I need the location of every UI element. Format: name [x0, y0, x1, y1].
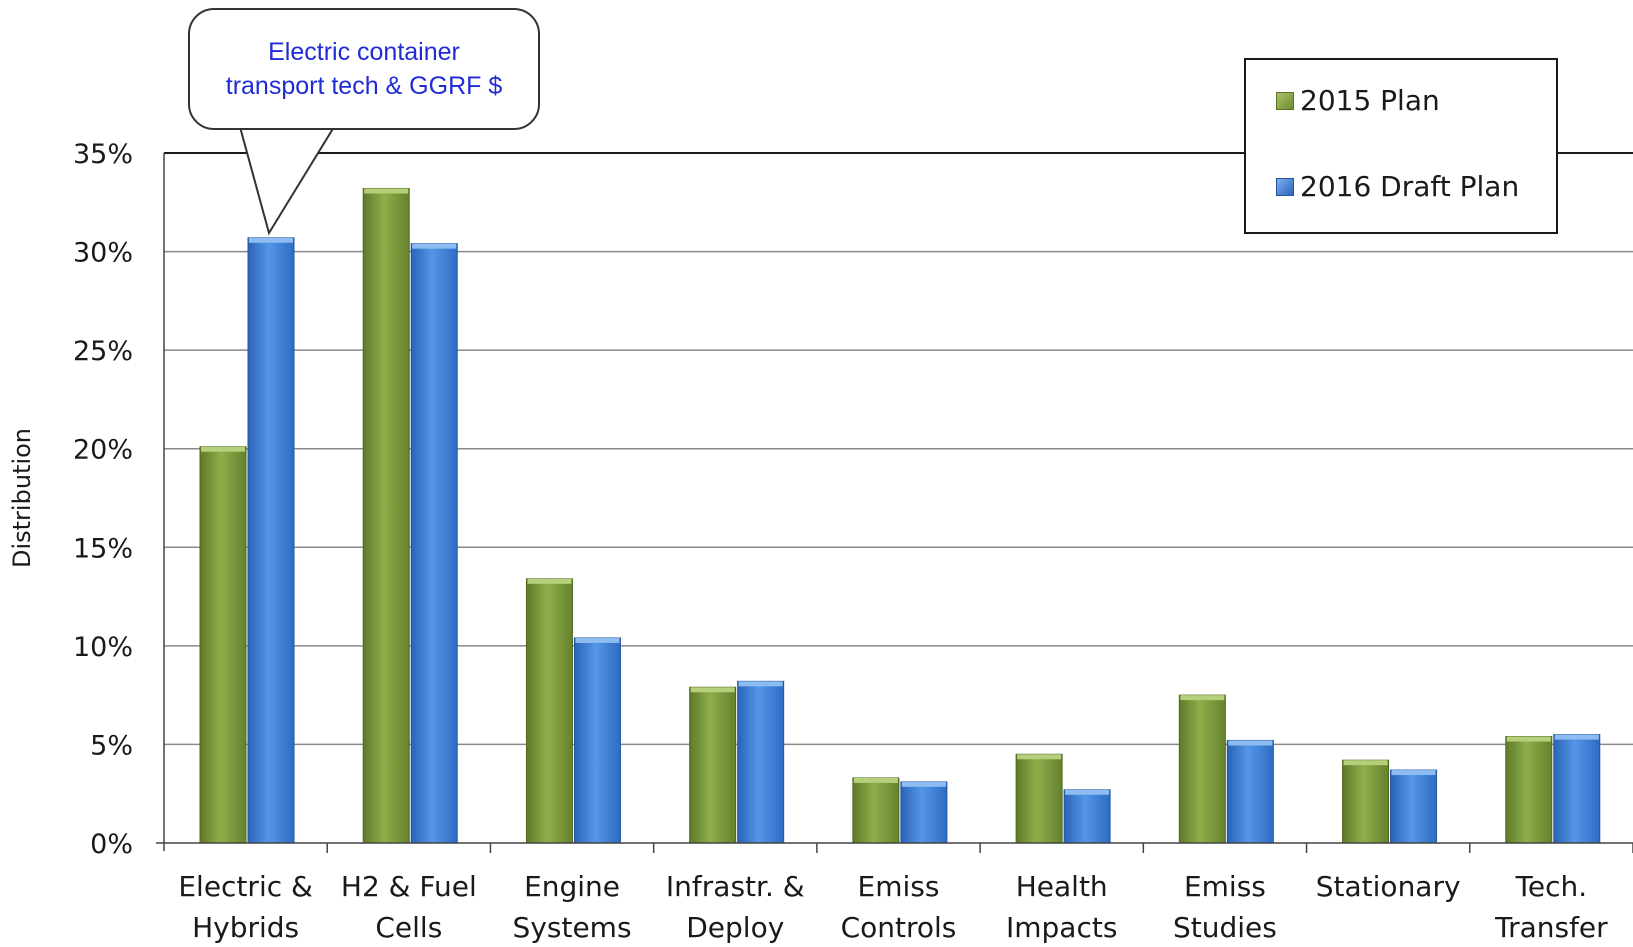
x-category-label: Emiss: [1184, 870, 1266, 903]
x-category-label: Engine: [524, 870, 620, 903]
bar-top-highlight: [1065, 789, 1110, 795]
x-category-label: Infrastr. &: [666, 870, 805, 903]
bar-2015-plan: [362, 187, 410, 844]
x-category-label: H2 & Fuel: [341, 870, 477, 903]
bar-2015-plan: [1178, 694, 1226, 844]
y-tick-label: 15%: [73, 533, 133, 564]
bar-2015-plan: [1342, 759, 1390, 844]
legend-swatch-2016-draft-plan: [1276, 177, 1294, 196]
bar-2015-plan: [852, 777, 900, 844]
bar-top-highlight: [1228, 740, 1273, 746]
x-category-label: Cells: [375, 911, 442, 944]
bar-top-highlight: [1343, 760, 1388, 766]
bar-top-highlight: [901, 781, 946, 787]
x-category-label: Impacts: [1006, 911, 1117, 944]
bar-top-highlight: [364, 188, 409, 194]
annotation-line-1: Electric container: [268, 38, 460, 66]
bar-2015-plan: [199, 446, 247, 844]
x-category-label: Transfer: [1494, 911, 1608, 944]
bar-top-highlight: [1180, 695, 1225, 701]
y-tick-label: 0%: [90, 829, 133, 860]
bar-top-highlight: [249, 237, 293, 243]
legend-label-2015-plan: 2015 Plan: [1300, 84, 1440, 117]
legend-item-2015-plan: 2015 Plan: [1276, 84, 1440, 117]
bar-top-highlight: [1506, 736, 1551, 742]
legend-item-2016-draft-plan: 2016 Draft Plan: [1276, 170, 1519, 203]
annotation-callout: Electric container transport tech & GGRF…: [188, 8, 540, 130]
callout-pointer: [238, 126, 336, 236]
legend-swatch-2015-plan: [1276, 91, 1294, 110]
bar-top-highlight: [1017, 754, 1062, 760]
bar-2015-plan: [525, 578, 573, 844]
bar-top-highlight: [201, 446, 245, 452]
x-category-label: Emiss: [858, 870, 940, 903]
bar-2016-draft-plan: [737, 680, 785, 844]
bar-top-highlight: [412, 243, 457, 249]
x-category-label: Electric &: [178, 870, 313, 903]
bar-2016-draft-plan: [1553, 734, 1601, 844]
y-tick-label: 5%: [90, 730, 133, 761]
y-tick-label: 25%: [73, 336, 133, 367]
bar-2016-draft-plan: [1063, 789, 1111, 844]
y-axis-title: Distribution: [8, 428, 36, 568]
y-tick-label: 35%: [73, 139, 133, 170]
bar-2015-plan: [689, 686, 737, 844]
annotation-line-2: transport tech & GGRF $: [225, 72, 503, 100]
legend: 2015 Plan 2016 Draft Plan: [1244, 58, 1558, 234]
bar-2016-draft-plan: [900, 781, 948, 844]
bar-2016-draft-plan: [1226, 739, 1274, 844]
bar-top-highlight: [1554, 734, 1599, 740]
bar-top-highlight: [1391, 770, 1436, 776]
x-category-label: Health: [1016, 870, 1108, 903]
bar-2016-draft-plan: [247, 237, 295, 844]
bar-2016-draft-plan: [1390, 769, 1438, 844]
bar-top-highlight: [690, 687, 735, 693]
y-tick-label: 20%: [73, 435, 133, 466]
x-category-label: Controls: [841, 911, 957, 944]
bar-2015-plan: [1505, 736, 1553, 844]
y-tick-label: 30%: [73, 238, 133, 269]
x-category-label: Systems: [513, 911, 632, 944]
x-category-label: Hybrids: [192, 911, 299, 944]
bar-2015-plan: [1015, 753, 1063, 844]
bar-top-highlight: [853, 777, 898, 783]
x-category-label: Stationary: [1316, 870, 1461, 903]
x-category-label: Tech.: [1515, 870, 1588, 903]
bar-top-highlight: [527, 578, 572, 584]
legend-label-2016-draft-plan: 2016 Draft Plan: [1300, 170, 1520, 203]
x-category-label: Studies: [1173, 911, 1277, 944]
bar-2016-draft-plan: [410, 243, 458, 844]
bar-2016-draft-plan: [573, 637, 621, 844]
x-category-label: Deploy: [686, 911, 784, 944]
bar-top-highlight: [738, 681, 783, 687]
y-tick-label: 10%: [73, 632, 133, 663]
bar-top-highlight: [575, 637, 620, 643]
